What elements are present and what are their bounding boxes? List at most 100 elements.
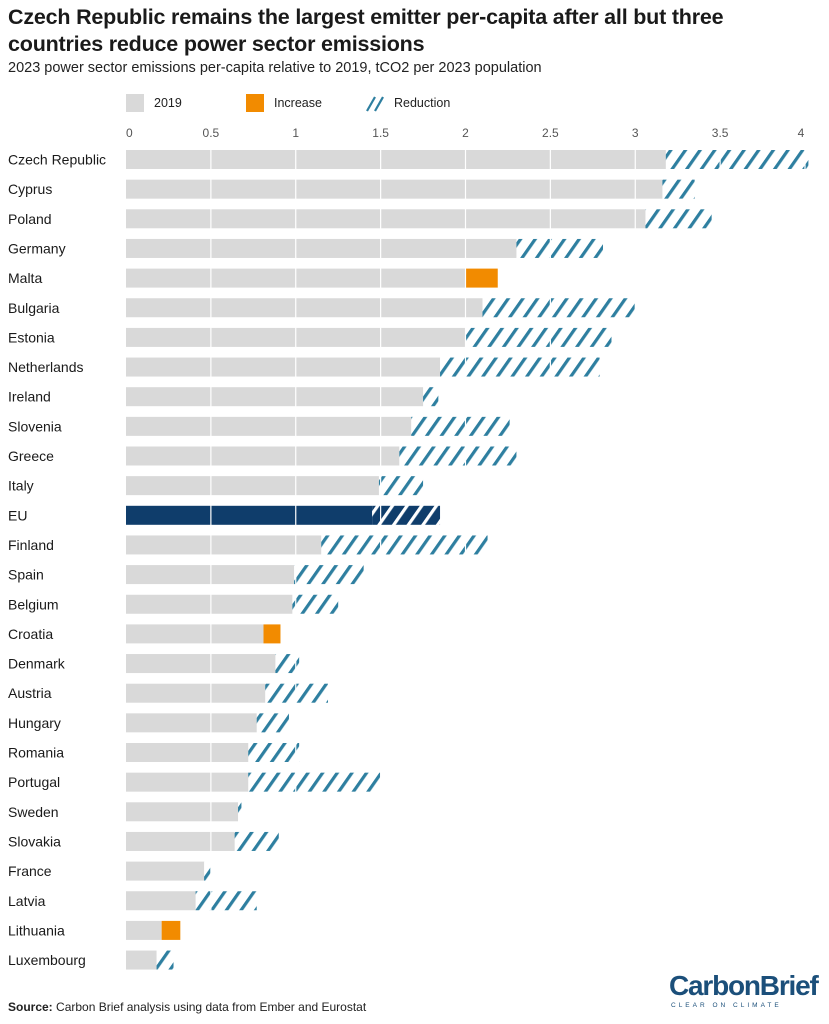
legend-item-reduction: Reduction xyxy=(366,94,450,112)
category-label-portugal: Portugal xyxy=(8,774,60,790)
category-label-poland: Poland xyxy=(8,211,52,227)
x-tick-label: 2 xyxy=(462,126,469,140)
category-label-czech-republic: Czech Republic xyxy=(8,152,106,168)
bar-2019-lithuania xyxy=(126,920,162,940)
category-label-spain: Spain xyxy=(8,567,44,583)
category-label-malta: Malta xyxy=(8,270,42,286)
category-label-france: France xyxy=(8,863,52,879)
category-label-ireland: Ireland xyxy=(8,389,51,405)
category-label-finland: Finland xyxy=(8,537,54,553)
bar-reduction-greece xyxy=(399,446,517,466)
category-label-croatia: Croatia xyxy=(8,626,53,642)
bar-2019-hungary xyxy=(126,713,257,733)
bar-2019-cyprus xyxy=(126,179,663,199)
x-tick-label: 4 xyxy=(798,126,805,140)
category-label-greece: Greece xyxy=(8,448,54,464)
source-text: Carbon Brief analysis using data from Em… xyxy=(56,1000,367,1014)
chart-title: Czech Republic remains the largest emitt… xyxy=(8,5,724,56)
bar-2019-finland xyxy=(126,535,322,555)
bar-reduction-denmark xyxy=(275,654,300,674)
category-label-hungary: Hungary xyxy=(8,715,61,731)
bar-2019-sweden xyxy=(126,802,239,822)
bar-2019-slovenia xyxy=(126,416,412,436)
x-tick-label: 2.5 xyxy=(542,126,559,140)
bar-2019-spain xyxy=(126,565,295,585)
category-label-lithuania: Lithuania xyxy=(8,922,65,938)
legend-label-reduction: Reduction xyxy=(394,96,451,110)
x-tick-label: 1.5 xyxy=(372,126,389,140)
legend-label-increase: Increase xyxy=(274,96,322,110)
logo-tagline: CLEAR ON CLIMATE xyxy=(671,1002,782,1009)
bar-reduction-austria xyxy=(265,683,329,703)
x-tick-label: 3.5 xyxy=(712,126,729,140)
bar-2019-poland xyxy=(126,209,646,229)
bar-2019-austria xyxy=(126,683,266,703)
bar-reduction-ireland xyxy=(423,387,439,407)
bar-chart: 0 0.5 1 1.5 2 2.5 3 3.5 4 Czech Republic Cyprus Pol… xyxy=(8,126,809,981)
category-label-latvia: Latvia xyxy=(8,893,46,909)
bar-reduction-bulgaria xyxy=(482,298,636,318)
category-label-austria: Austria xyxy=(8,685,52,701)
category-label-eu: EU xyxy=(8,507,27,523)
category-label-estonia: Estonia xyxy=(8,329,55,345)
bar-reduction-cyprus xyxy=(662,179,695,199)
carbon-brief-logo: CarbonBrief CLEAR ON CLIMATE xyxy=(669,970,819,1019)
bar-reduction-italy xyxy=(378,476,424,496)
category-label-slovakia: Slovakia xyxy=(8,833,61,849)
bar-reduction-romania xyxy=(248,743,300,762)
bar-reduction-poland xyxy=(645,209,712,229)
bar-reduction-latvia xyxy=(195,891,257,911)
bar-reduction-netherlands xyxy=(440,357,600,377)
category-label-luxembourg: Luxembourg xyxy=(8,952,86,968)
bar-2019-eu xyxy=(126,505,373,525)
bar-reduction-luxembourg xyxy=(156,950,174,970)
bar-2019-france xyxy=(126,861,205,881)
legend-item-2019: 2019 xyxy=(126,94,182,112)
x-tick-label: 3 xyxy=(632,126,639,140)
bar-reduction-hungary xyxy=(256,713,289,733)
bar-2019-greece xyxy=(126,446,400,466)
source-label: Source: xyxy=(8,1000,53,1014)
bar-2019-portugal xyxy=(126,772,249,792)
bar-reduction-finland xyxy=(321,535,488,555)
bar-2019-croatia xyxy=(126,624,264,644)
x-tick-label: 0.5 xyxy=(203,126,220,140)
bar-reduction-czech-republic xyxy=(665,150,809,169)
category-label-sweden: Sweden xyxy=(8,804,59,820)
bar-reduction-belgium xyxy=(292,594,339,614)
bar-reduction-eu xyxy=(372,505,441,525)
source-note: Source: Carbon Brief analysis using data… xyxy=(8,1000,366,1014)
bar-2019-bulgaria xyxy=(126,298,483,318)
x-tick-label: 1 xyxy=(292,126,299,140)
chart-subtitle: 2023 power sector emissions per-capita r… xyxy=(8,60,542,76)
bar-2019-ireland xyxy=(126,387,424,407)
category-label-belgium: Belgium xyxy=(8,596,59,612)
legend-swatch-reduction xyxy=(366,96,384,112)
bar-2019-latvia xyxy=(126,891,196,911)
bar-2019-italy xyxy=(126,476,379,496)
bar-2019-luxembourg xyxy=(126,950,157,970)
bar-increase-lithuania xyxy=(161,920,181,940)
legend-item-increase: Increase xyxy=(246,94,322,112)
bar-reduction-portugal xyxy=(248,772,381,792)
bar-2019-netherlands xyxy=(126,357,441,377)
legend-swatch-2019 xyxy=(126,94,144,112)
category-label-italy: Italy xyxy=(8,478,34,494)
bar-2019-denmark xyxy=(126,654,276,674)
bar-increase-malta xyxy=(465,268,498,288)
category-label-germany: Germany xyxy=(8,240,66,256)
category-label-slovenia: Slovenia xyxy=(8,418,62,434)
bar-reduction-spain xyxy=(294,565,364,585)
category-label-denmark: Denmark xyxy=(8,656,66,672)
logo-wordmark: CarbonBrief xyxy=(669,970,819,1001)
bar-reduction-slovenia xyxy=(411,416,510,436)
category-label-bulgaria: Bulgaria xyxy=(8,300,60,316)
bar-2019-belgium xyxy=(126,594,293,614)
bar-reduction-slovakia xyxy=(234,831,279,851)
bar-reduction-sweden xyxy=(238,802,242,822)
category-label-netherlands: Netherlands xyxy=(8,359,84,375)
legend-swatch-increase xyxy=(246,94,264,112)
category-label-romania: Romania xyxy=(8,745,64,761)
bar-2019-romania xyxy=(126,743,249,762)
bar-2019-slovakia xyxy=(126,831,235,851)
